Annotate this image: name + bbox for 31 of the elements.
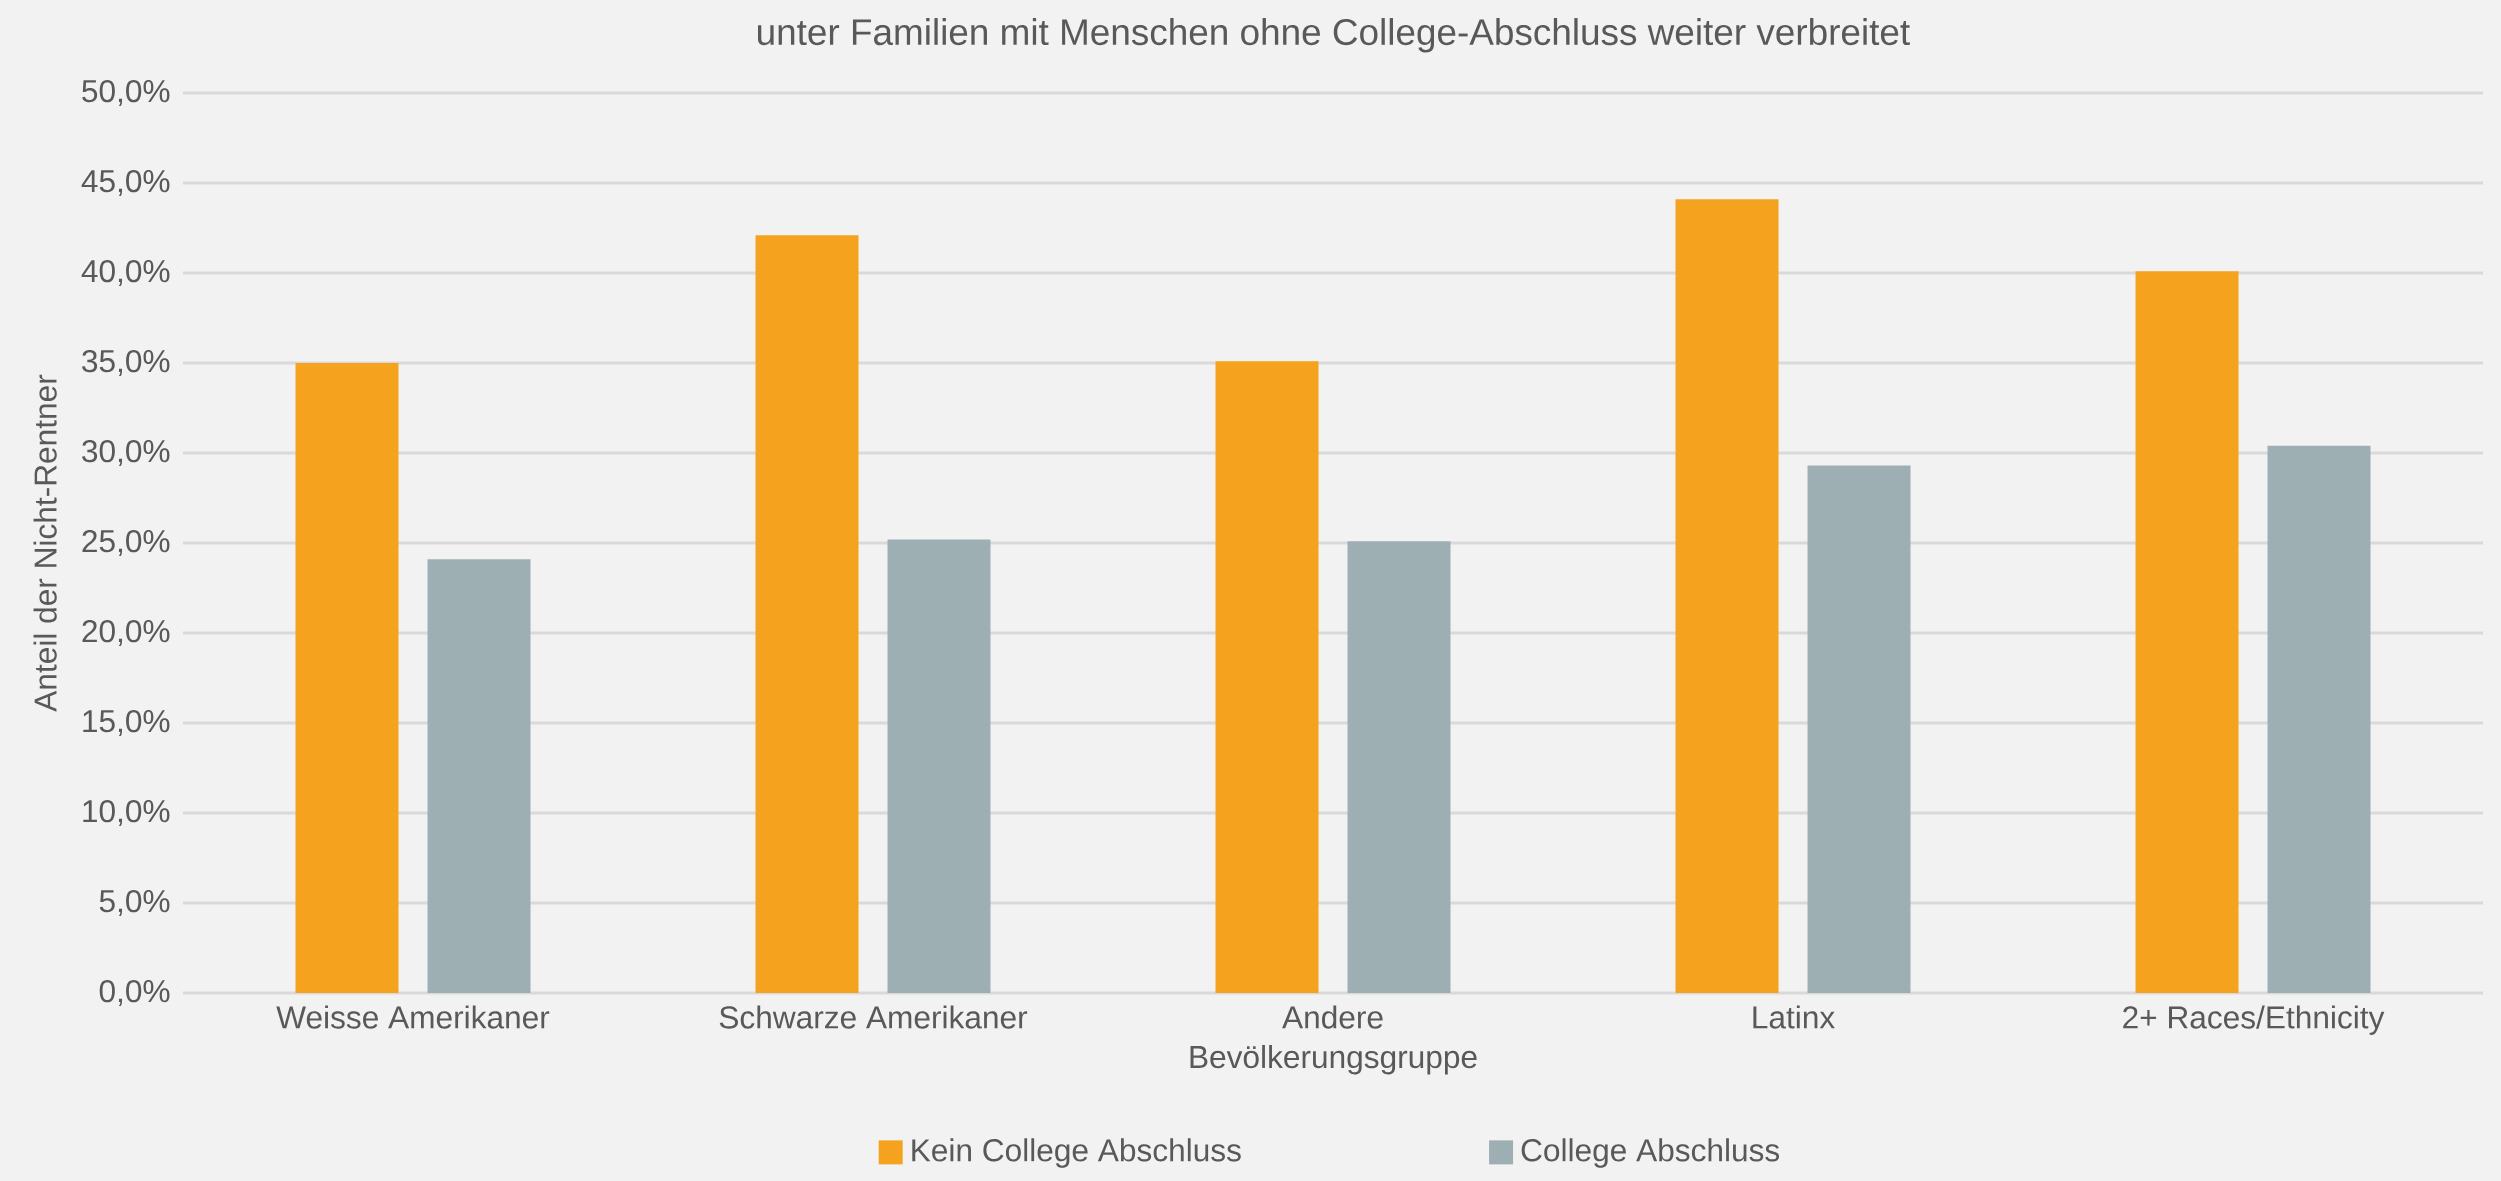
x-tick-label: Latinx (1753, 1005, 1835, 1029)
x-tick-label: 2+ Races/Ethnicity (2123, 1005, 2385, 1035)
x-axis-title: Bevölkerungsgruppe (1190, 1044, 1477, 1075)
bar (887, 539, 991, 993)
bar (755, 235, 859, 993)
bar (295, 362, 399, 993)
y-tick-label: 40,0% (81, 259, 170, 287)
chart-title: unter Familien mit Menschen ohne College-Abschluss weiter verbreitet (757, 18, 1910, 53)
x-tick-label: Andere (1282, 1005, 1383, 1029)
y-tick-label: 5,0% (99, 889, 170, 917)
legend-label: Kein College Abschluss (912, 1138, 1241, 1168)
y-tick-label: 20,0% (82, 619, 170, 647)
bar (1215, 361, 1319, 993)
y-tick-label: 50,0% (82, 79, 170, 107)
bar (1675, 199, 1779, 993)
y-tick-label: 15,0% (83, 709, 170, 737)
bar (2135, 271, 2239, 993)
y-tick-label: 10,0% (83, 799, 170, 827)
x-tick-label: Weisse Amerikaner (276, 1005, 550, 1029)
y-tick-label: 30,0% (82, 439, 170, 467)
y-tick-label: 0,0% (99, 979, 170, 1007)
y-tick-label: 45,0% (81, 169, 170, 197)
y-tick-label: 25,0% (82, 529, 170, 557)
bar (2267, 445, 2371, 993)
legend-label: College Abschluss (1521, 1138, 1780, 1168)
y-tick-label: 35,0% (82, 349, 170, 377)
y-axis-title: Anteil der Nicht-Rentner (33, 374, 57, 712)
bar (1347, 541, 1451, 993)
bar (1807, 465, 1911, 993)
bar (427, 559, 531, 993)
x-tick-label: Schwarze Amerikaner (719, 1005, 1028, 1029)
